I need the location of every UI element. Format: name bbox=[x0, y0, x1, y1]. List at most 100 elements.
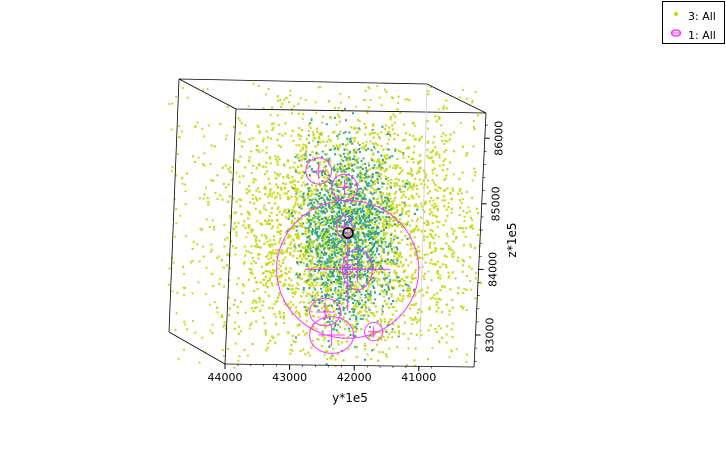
scatter-point-core bbox=[385, 220, 388, 223]
scatter-point-core bbox=[351, 168, 354, 171]
scatter-point-core bbox=[397, 335, 400, 338]
scatter-point bbox=[238, 181, 241, 184]
scatter-point bbox=[295, 153, 299, 156]
scatter-point bbox=[297, 165, 300, 168]
scatter-point bbox=[317, 244, 320, 247]
scatter-point-sparse bbox=[319, 86, 322, 89]
scatter-point-core bbox=[345, 251, 348, 254]
scatter-point bbox=[290, 108, 294, 111]
scatter-point-sparse bbox=[192, 320, 195, 323]
scatter-point bbox=[426, 154, 429, 158]
scatter-point-core bbox=[328, 255, 331, 257]
scatter-point-sparse bbox=[437, 226, 439, 229]
scatter-point bbox=[294, 340, 297, 344]
scatter-point bbox=[458, 199, 462, 202]
scatter-point-sparse bbox=[447, 245, 450, 247]
scatter-point bbox=[432, 237, 435, 240]
scatter-point-core bbox=[308, 287, 311, 290]
scatter-point bbox=[248, 160, 251, 163]
scatter-point-core bbox=[371, 260, 374, 263]
scatter-point bbox=[388, 193, 391, 196]
scatter-point bbox=[409, 317, 412, 320]
scatter-point bbox=[291, 209, 294, 212]
scatter-point bbox=[452, 232, 455, 235]
scatter-point bbox=[255, 281, 258, 284]
scatter-point bbox=[316, 173, 320, 176]
scatter-points-layer bbox=[168, 82, 482, 369]
scatter-point-core bbox=[311, 206, 314, 209]
scatter-point bbox=[427, 157, 430, 160]
scatter-point bbox=[331, 260, 334, 263]
scatter-point-core bbox=[340, 226, 343, 229]
scatter-point-core bbox=[334, 324, 337, 327]
scatter-point-sparse bbox=[177, 357, 180, 360]
scatter-point bbox=[353, 126, 356, 129]
scatter-point-core bbox=[381, 285, 384, 288]
scatter-point-core bbox=[372, 259, 375, 262]
scatter-point-core bbox=[321, 299, 324, 302]
scatter-point bbox=[365, 318, 368, 321]
scatter-point-sparse bbox=[309, 240, 312, 243]
scatter-point bbox=[238, 119, 241, 122]
scatter-point bbox=[298, 224, 301, 228]
scatter-point bbox=[258, 300, 261, 303]
scatter-point bbox=[266, 170, 269, 173]
scatter-point bbox=[277, 280, 280, 283]
scatter-point-sparse bbox=[325, 169, 328, 172]
scatter-point-core bbox=[292, 187, 295, 190]
scatter-point bbox=[465, 227, 468, 230]
scatter-point bbox=[250, 230, 253, 233]
scatter-point bbox=[301, 258, 304, 261]
scatter-point-sparse bbox=[297, 237, 300, 240]
scatter-point bbox=[212, 284, 215, 288]
scatter-point bbox=[412, 151, 415, 154]
scatter-point bbox=[271, 252, 274, 255]
scatter-point-core bbox=[343, 155, 346, 158]
scatter-point bbox=[316, 248, 320, 251]
scatter-point bbox=[378, 172, 381, 176]
scatter-point bbox=[426, 141, 429, 144]
scatter-point-core bbox=[354, 315, 357, 318]
scatter-point-sparse bbox=[369, 140, 372, 143]
scatter-point-sparse bbox=[312, 159, 315, 162]
scatter-point bbox=[413, 205, 416, 208]
scatter-point bbox=[382, 162, 386, 165]
scatter-point-core bbox=[385, 245, 388, 248]
scatter-point-core bbox=[307, 187, 310, 190]
scatter-point bbox=[314, 185, 318, 188]
scatter-point bbox=[268, 270, 271, 273]
scatter-point-sparse bbox=[471, 101, 474, 104]
scatter-point-core bbox=[317, 212, 320, 215]
scatter-point bbox=[240, 198, 243, 201]
scatter-point-sparse bbox=[377, 336, 380, 339]
scatter-point bbox=[313, 315, 316, 318]
scatter-point-core bbox=[355, 327, 358, 330]
scatter-point-sparse bbox=[225, 138, 227, 141]
scatter-point bbox=[303, 256, 306, 259]
scatter-point bbox=[350, 285, 353, 288]
scatter-point bbox=[410, 281, 413, 284]
scatter-point-sparse bbox=[261, 223, 264, 226]
scatter-point-core bbox=[364, 177, 367, 180]
scatter-point bbox=[259, 222, 262, 225]
scatter-point-core bbox=[345, 159, 348, 161]
scatter-point bbox=[250, 228, 253, 231]
scatter-point bbox=[380, 258, 383, 261]
scatter-point bbox=[304, 183, 307, 186]
scatter-point bbox=[366, 188, 369, 191]
scatter-point bbox=[335, 255, 338, 259]
scatter-point bbox=[374, 261, 377, 264]
scatter-point-sparse bbox=[279, 173, 282, 175]
scatter-point-core bbox=[306, 309, 308, 312]
scatter-point bbox=[438, 156, 441, 159]
scatter-point bbox=[417, 319, 420, 322]
scatter-point-core bbox=[360, 285, 363, 288]
scatter-point bbox=[393, 185, 396, 188]
scatter-point bbox=[365, 211, 369, 214]
scatter-point-core bbox=[326, 236, 329, 239]
scatter-point bbox=[326, 217, 330, 220]
scatter-point bbox=[264, 173, 267, 176]
scatter-point bbox=[300, 184, 303, 187]
scatter-point bbox=[414, 254, 418, 257]
scatter-point-core bbox=[316, 189, 319, 192]
